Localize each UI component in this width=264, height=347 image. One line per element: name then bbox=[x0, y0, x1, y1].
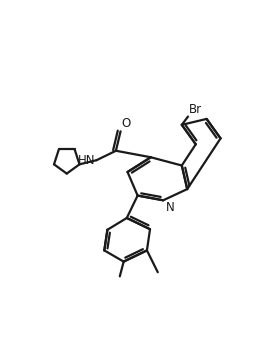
Text: N: N bbox=[166, 201, 175, 214]
Text: O: O bbox=[122, 117, 131, 130]
Text: HN: HN bbox=[78, 154, 96, 167]
Text: Br: Br bbox=[189, 103, 202, 116]
